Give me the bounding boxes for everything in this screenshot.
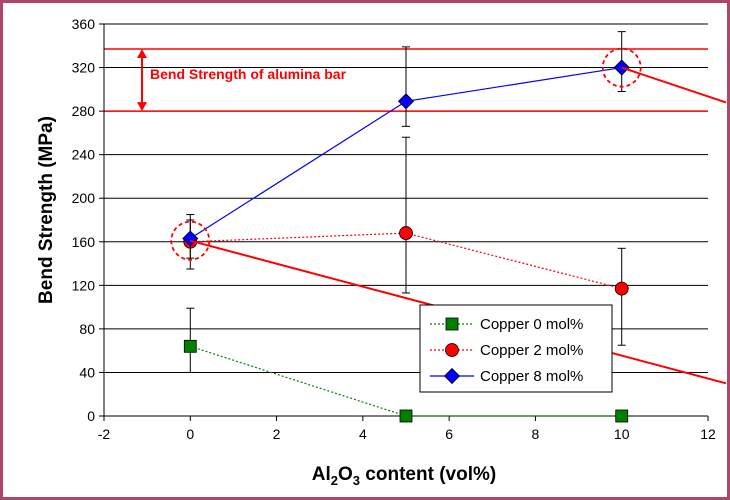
x-axis-label: Al2O3 content (vol%) <box>312 464 496 488</box>
data-point <box>399 226 413 240</box>
series-line <box>190 232 622 290</box>
data-point <box>399 409 413 423</box>
y-tick-label: 320 <box>72 60 96 76</box>
data-point <box>615 409 629 423</box>
y-tick-label: 240 <box>72 147 96 163</box>
y-tick-label: 0 <box>87 408 95 424</box>
y-tick-label: 120 <box>72 277 96 293</box>
y-tick-label: 80 <box>79 321 95 337</box>
legend-label: Copper 0 mol% <box>480 316 583 333</box>
y-tick-label: 280 <box>72 103 96 119</box>
legend: Copper 0 mol% Copper 2 mol% Copper 8 mol% <box>419 304 613 393</box>
series-0 <box>183 307 629 423</box>
x-tick-label: -2 <box>98 426 111 442</box>
data-point <box>183 339 197 353</box>
y-axis-label: Bend Strength (MPa) <box>36 116 57 304</box>
y-tick-label: 200 <box>72 190 96 206</box>
x-tick-label: 12 <box>700 426 716 442</box>
annotation-line <box>621 66 727 104</box>
x-tick-label: 4 <box>359 426 367 442</box>
legend-label: Copper 2 mol% <box>480 342 583 359</box>
legend-marker <box>445 317 459 331</box>
x-tick-label: 8 <box>532 426 540 442</box>
band-arrow-head-bottom <box>137 102 147 112</box>
x-tick-label: 0 <box>186 426 194 442</box>
x-tick-label: 6 <box>445 426 453 442</box>
y-tick-label: 360 <box>72 16 96 32</box>
band-label: Bend Strength of alumina bar <box>150 66 347 82</box>
highlight-circle <box>170 220 211 261</box>
x-tick-label: 2 <box>273 426 281 442</box>
data-point <box>614 281 629 296</box>
x-tick-label: 10 <box>614 426 630 442</box>
y-tick-label: 160 <box>72 234 96 250</box>
highlight-circle <box>601 47 642 88</box>
data-point <box>397 93 415 110</box>
y-tick-label: 40 <box>79 364 95 380</box>
legend-label: Copper 8 mol% <box>480 368 583 385</box>
legend-marker <box>443 367 461 385</box>
band-arrow-head-top <box>137 49 147 59</box>
legend-marker <box>445 343 459 357</box>
